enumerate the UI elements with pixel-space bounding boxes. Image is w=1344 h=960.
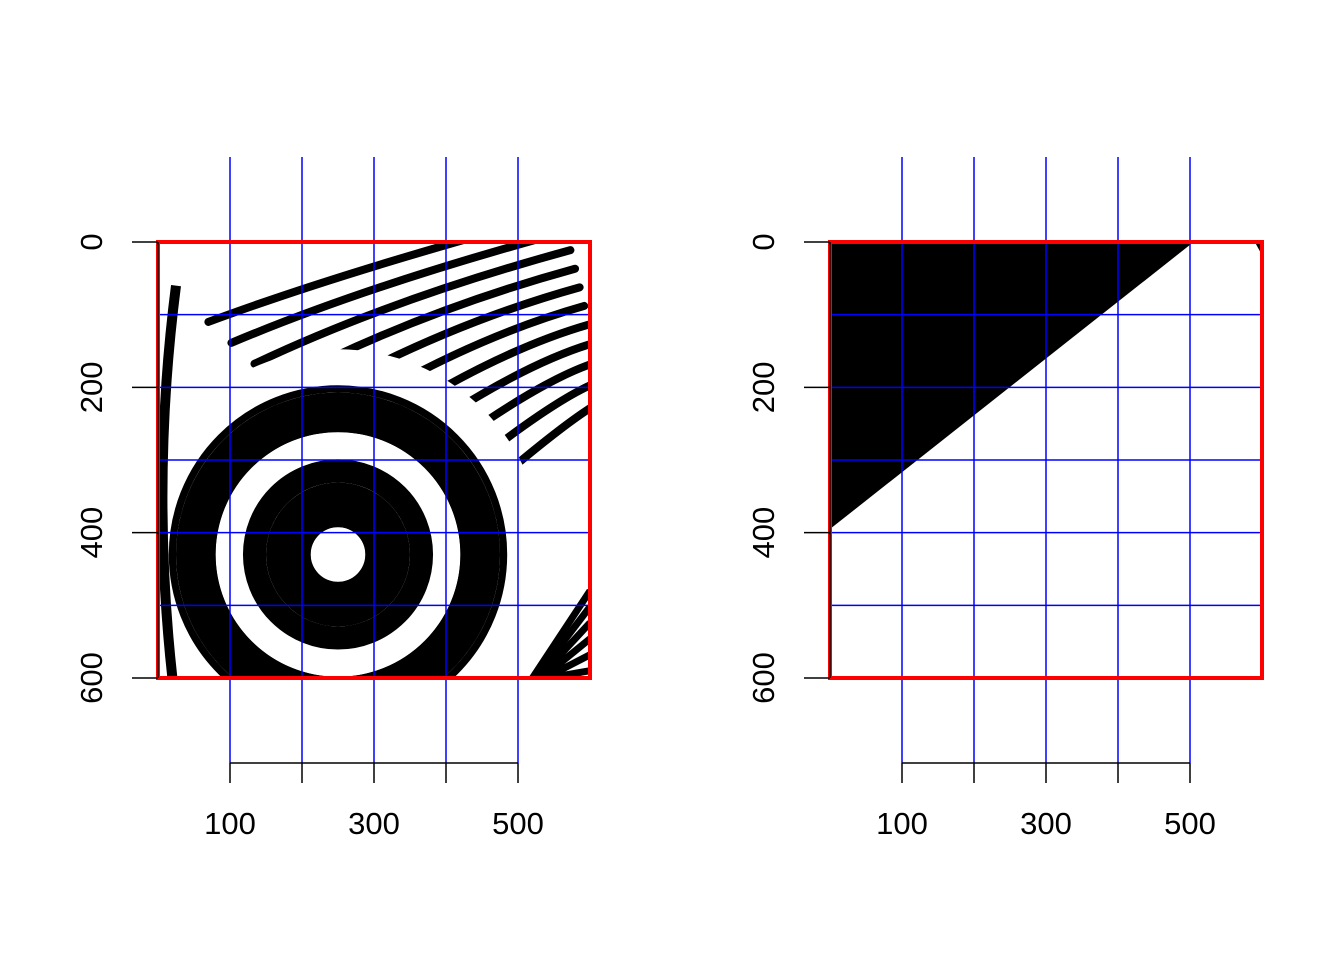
- edge-band: [158, 284, 181, 678]
- y-tick-label: 0: [74, 233, 109, 250]
- ring: [310, 527, 366, 582]
- x-tick-label: 100: [204, 806, 256, 841]
- grid-lines: [158, 157, 590, 763]
- right-panel: 100 300 500 0 200 400 600: [746, 157, 1264, 841]
- left-panel: 100 300 500 0 200 400 600: [74, 157, 592, 841]
- y-tick-label: 600: [746, 652, 781, 704]
- x-axis: [229, 762, 519, 783]
- y-tick-label: 200: [746, 361, 781, 413]
- y-axis: [804, 241, 831, 679]
- grid-lines: [830, 157, 1262, 763]
- diagonal-stripe: [227, 242, 543, 347]
- y-tick-label: 200: [74, 361, 109, 413]
- corner-stripe: [536, 620, 590, 678]
- y-tick-label: 0: [746, 233, 781, 250]
- corner-stripe: [539, 636, 590, 678]
- x-tick-label: 300: [1020, 806, 1072, 841]
- black-region: [830, 242, 1194, 530]
- ring-band: [168, 385, 508, 678]
- diagonal-stripe: [204, 242, 472, 326]
- y-tick-label: 400: [746, 507, 781, 559]
- x-tick-label: 300: [348, 806, 400, 841]
- y-tick-label: 400: [74, 507, 109, 559]
- y-axis: [132, 241, 159, 679]
- x-tick-label: 500: [1164, 806, 1216, 841]
- y-tick-label: 600: [74, 652, 109, 704]
- ring-band: [242, 459, 434, 650]
- x-tick-label: 500: [492, 806, 544, 841]
- corner-stripe: [532, 604, 590, 678]
- ring-band: [196, 413, 480, 678]
- stripe-group-lower: [529, 588, 590, 678]
- x-axis: [901, 762, 1191, 783]
- x-tick-label: 100: [876, 806, 928, 841]
- diagonal-stripe: [250, 246, 575, 368]
